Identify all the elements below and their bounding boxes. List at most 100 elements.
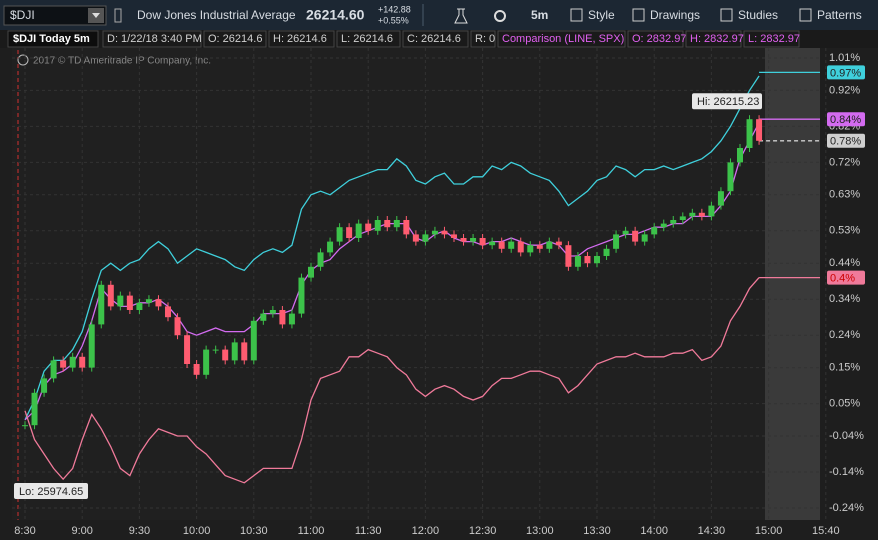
candle-body [422, 234, 429, 242]
y-tick-label: 0.24% [829, 329, 860, 341]
toolbar-button[interactable]: Drawings [650, 8, 700, 22]
candle-body [470, 238, 477, 242]
candle-body [241, 342, 248, 361]
candle-body [279, 310, 286, 325]
candle-body [660, 223, 667, 228]
candle-body [22, 425, 28, 427]
candle-body [374, 220, 381, 231]
candle-body [155, 299, 162, 307]
candle-body [441, 230, 448, 235]
settings-icon[interactable] [494, 10, 506, 22]
candle-body [203, 349, 210, 375]
x-tick-label: 9:00 [71, 525, 92, 537]
candle-body [517, 241, 524, 253]
y-tick-label: -0.14% [829, 466, 864, 478]
price-label: 0.4% [830, 273, 855, 285]
toolbar-button-icon[interactable] [632, 8, 645, 22]
info-field-box [402, 30, 469, 48]
candle-body [689, 212, 696, 217]
candle-body [212, 349, 219, 351]
copyright: 2017 © TD Ameritrade IP Company, Inc. [33, 56, 211, 67]
info-field-box [336, 30, 401, 48]
candle-body [355, 223, 362, 238]
candle-body [565, 245, 572, 267]
y-tick-label: 0.34% [829, 293, 860, 305]
candle-body [431, 230, 438, 235]
candle-body [136, 302, 143, 310]
candle-body [489, 241, 496, 246]
price-label-box [827, 112, 865, 127]
price-label: 0.97% [830, 67, 861, 79]
candle-body [670, 220, 677, 224]
y-tick-label: 0.92% [829, 84, 860, 96]
candle-body [746, 119, 753, 148]
info-field: L: 26214.6 [341, 33, 393, 45]
candle-body [613, 234, 620, 249]
comparison-line [24, 277, 760, 484]
toolbar-button[interactable]: Style [588, 8, 615, 22]
toolbar-button-icon[interactable] [720, 8, 733, 22]
candle-body [126, 295, 133, 310]
interval[interactable]: 5m [531, 8, 548, 22]
candle-body [708, 205, 715, 217]
info-icon [17, 54, 29, 66]
info-field-box [102, 30, 202, 48]
candle-body [460, 238, 467, 242]
candle-body [632, 230, 639, 242]
candle-body [308, 266, 314, 278]
description: Dow Jones Industrial Average [137, 8, 296, 22]
toolbar-button-icon[interactable] [799, 8, 812, 22]
candle-body [231, 342, 238, 361]
toolbar-button[interactable]: Patterns [817, 8, 862, 22]
candle-body [479, 238, 486, 246]
x-tick-label: 10:00 [183, 525, 211, 537]
net-change: +142.88 [378, 4, 411, 14]
candle-body [527, 245, 534, 253]
candle-body [508, 241, 515, 249]
price-label: 0.84% [830, 114, 861, 126]
info-field: R: 0 [475, 33, 495, 45]
x-tick-label: 14:00 [640, 525, 668, 537]
price-label-box [827, 270, 865, 285]
candle-body [79, 356, 86, 368]
candle-body [555, 241, 562, 246]
comparison-line [24, 75, 760, 421]
candle-body [165, 306, 171, 318]
info-field-box [743, 30, 800, 48]
y-tick-label: -0.24% [829, 502, 864, 514]
symbol-box[interactable] [3, 5, 107, 26]
info-bar [0, 30, 878, 48]
y-tick-label: 0.44% [829, 257, 860, 269]
separator [422, 4, 424, 26]
candle-body [145, 299, 152, 303]
study-box [7, 30, 99, 48]
toolbar-button[interactable]: Studies [738, 8, 778, 22]
candle-body [698, 212, 705, 217]
x-tick-label: 13:00 [526, 525, 554, 537]
x-tick-label: 12:00 [412, 525, 440, 537]
candle-body [651, 227, 658, 235]
flask-icon[interactable] [454, 8, 468, 24]
y-tick-label: 1.01% [829, 52, 860, 64]
link-icon[interactable] [114, 8, 122, 23]
y-axis-panel [820, 48, 878, 540]
candle-body [727, 162, 734, 192]
candle-body [403, 220, 410, 235]
toolbar-button-icon[interactable] [570, 8, 583, 22]
low-label-box [14, 483, 88, 499]
info-field: H: 2832.97 [690, 33, 744, 45]
info-field: O: 26214.6 [208, 33, 262, 45]
y-tick-label: 0.63% [829, 189, 860, 201]
info-field: H: 26214.6 [273, 33, 327, 45]
candle-body [193, 364, 200, 375]
info-field: O: 2832.97 [632, 33, 686, 45]
candle-body [641, 234, 648, 242]
y-tick-label: -0.04% [829, 430, 864, 442]
candle-body [41, 378, 48, 393]
candle-body [737, 148, 743, 163]
last-price: 26214.60 [306, 7, 365, 23]
candle-body [679, 216, 686, 220]
y-tick-label: 0.05% [829, 398, 860, 410]
candle-body [327, 241, 334, 253]
